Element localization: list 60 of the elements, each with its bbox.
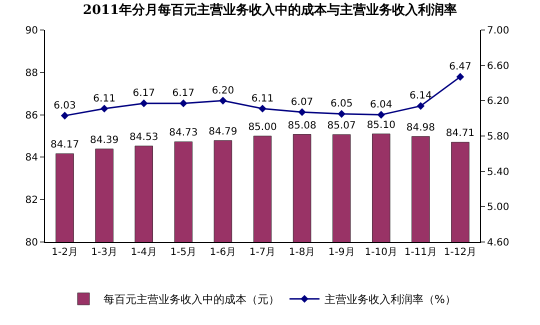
y2-tick-label: 6.60: [487, 60, 510, 72]
x-tick-label: 1-6月: [210, 247, 236, 258]
data-label: 85.10: [366, 120, 396, 131]
y-tick-label: 88: [25, 68, 38, 79]
y2-tick-label: 4.60: [487, 238, 510, 248]
y2-tick-label: 6.20: [487, 96, 510, 108]
x-tick-label: 1-12月: [444, 247, 477, 258]
y-tick-label: 90: [25, 26, 38, 36]
data-label: 6.47: [449, 62, 472, 73]
data-label: 6.04: [370, 100, 392, 111]
x-tick-label: 1-8月: [288, 247, 316, 258]
x-tick-label: 1-5月: [170, 247, 197, 258]
y-tick-label: 80: [25, 238, 38, 248]
data-label: 6.05: [330, 98, 353, 110]
point: [298, 108, 306, 116]
data-label: 84.39: [90, 134, 119, 146]
data-label: 84.73: [169, 128, 198, 139]
x-tick-label: 1-3月: [91, 247, 118, 258]
x-tick-label: 1-2月: [52, 247, 78, 258]
data-label: 84.98: [406, 122, 435, 134]
point: [219, 96, 227, 105]
data-label: 84.71: [446, 128, 475, 140]
y-tick-label: 86: [25, 110, 38, 122]
data-label: 6.11: [251, 93, 274, 104]
y2-tick-label: 5.80: [487, 132, 510, 142]
point: [258, 104, 266, 113]
y-tick-label: 82: [25, 195, 38, 206]
x-tick-label: 1-11月: [404, 247, 438, 258]
data-label: 85.07: [327, 120, 356, 132]
y2-tick-label: 5.40: [487, 166, 510, 178]
data-label: 6.20: [212, 85, 234, 96]
data-label: 85.08: [288, 120, 316, 132]
x-tick-label: 1-10月: [364, 247, 398, 258]
data-label: 84.79: [208, 126, 238, 138]
data-label: 84.53: [130, 132, 158, 143]
point: [140, 99, 148, 108]
y-tick-label: 84: [25, 152, 38, 164]
y2-tick-label: 5.00: [487, 202, 510, 214]
x-tick-label: 1-4月: [130, 247, 158, 258]
y2-tick-label: 7.00: [487, 26, 510, 36]
legend-label: 主营业务收入利润率（%）: [324, 293, 456, 306]
data-label: 6.17: [132, 88, 155, 100]
data-label: 6.07: [290, 96, 314, 108]
data-label: 6.14: [410, 90, 432, 102]
point: [377, 110, 386, 119]
point: [416, 102, 425, 110]
point: [456, 72, 464, 81]
x-tick-label: 1-7月: [249, 247, 276, 258]
x-tick-label: 1-9月: [328, 247, 355, 258]
chart-title: 2011年分月每百元主营业务收入中的成本与主营业务收入利润率: [82, 2, 458, 18]
data-label: 6.17: [172, 88, 195, 100]
data-label: 6.11: [93, 93, 116, 104]
point: [338, 110, 346, 118]
data-label: 6.03: [54, 100, 76, 112]
point: [100, 104, 108, 113]
data-label: 84.17: [50, 140, 80, 151]
data-label: 85.00: [248, 122, 277, 133]
legend-label: 每百元主营业务收入中的成本（元）: [104, 293, 280, 306]
point: [180, 99, 188, 108]
point: [60, 112, 69, 120]
